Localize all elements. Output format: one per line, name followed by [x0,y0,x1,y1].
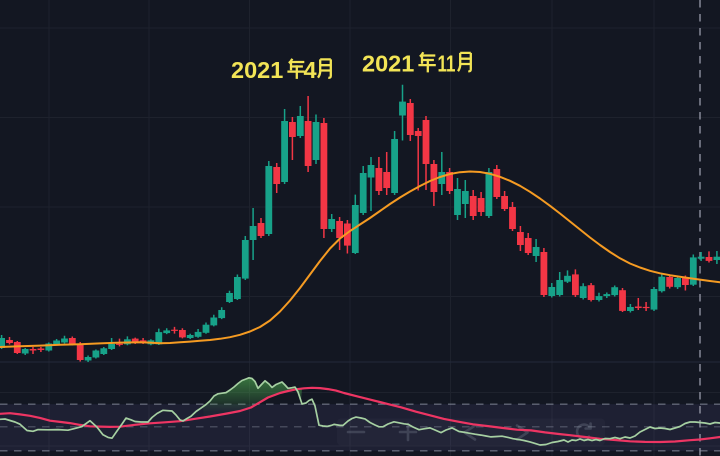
svg-text:4: 4 [304,57,317,83]
svg-text:11: 11 [438,51,456,77]
svg-text:2021: 2021 [231,57,283,83]
svg-text:2021: 2021 [362,51,414,77]
